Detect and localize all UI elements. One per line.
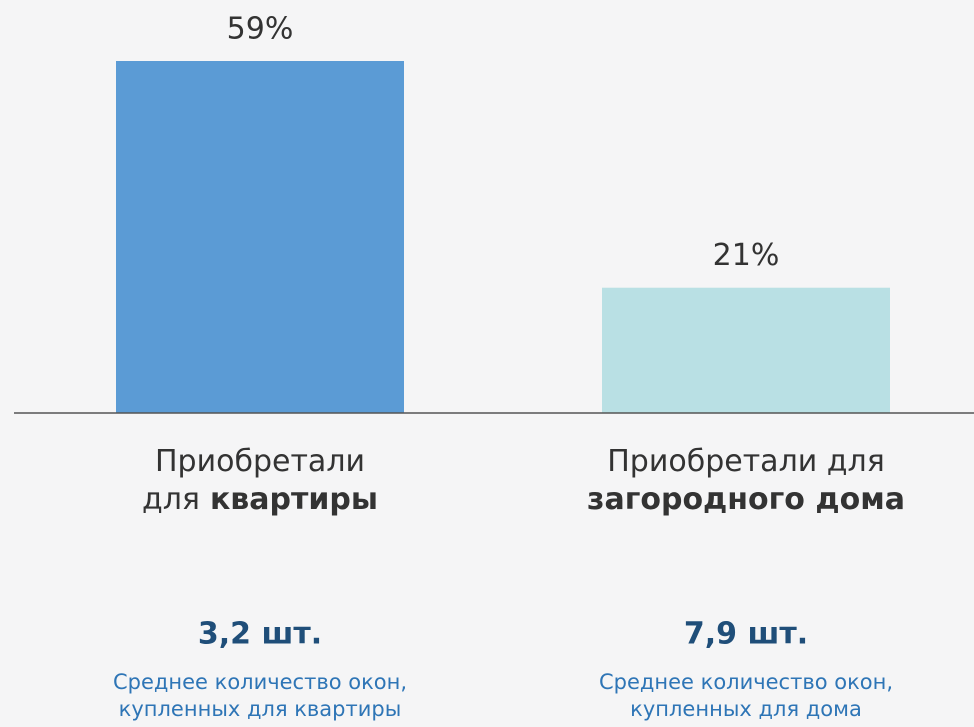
category-label: для квартиры [142, 482, 378, 517]
stat-headline: 3,2 шт. [198, 617, 322, 652]
stat-description: Среднее количество окон, [599, 670, 893, 694]
category-label: Приобретали для [607, 444, 885, 479]
stat-description: купленных для квартиры [119, 697, 402, 721]
category-label-bold: квартиры [210, 482, 378, 517]
category-label: загородного дома [587, 482, 905, 517]
bar [116, 61, 404, 413]
category-label-bold: загородного дома [587, 482, 905, 517]
stat-description: Среднее количество окон, [113, 670, 407, 694]
stat-description: купленных для дома [630, 697, 862, 721]
stat-headline: 7,9 шт. [684, 617, 808, 652]
category-label-part: Приобретали [155, 444, 365, 479]
category-label: Приобретали [155, 444, 365, 479]
value-label: 59% [227, 12, 294, 47]
category-label-part: Приобретали для [607, 444, 885, 479]
value-label: 21% [713, 238, 780, 273]
bar [602, 287, 890, 413]
category-label-part: для [142, 482, 200, 517]
